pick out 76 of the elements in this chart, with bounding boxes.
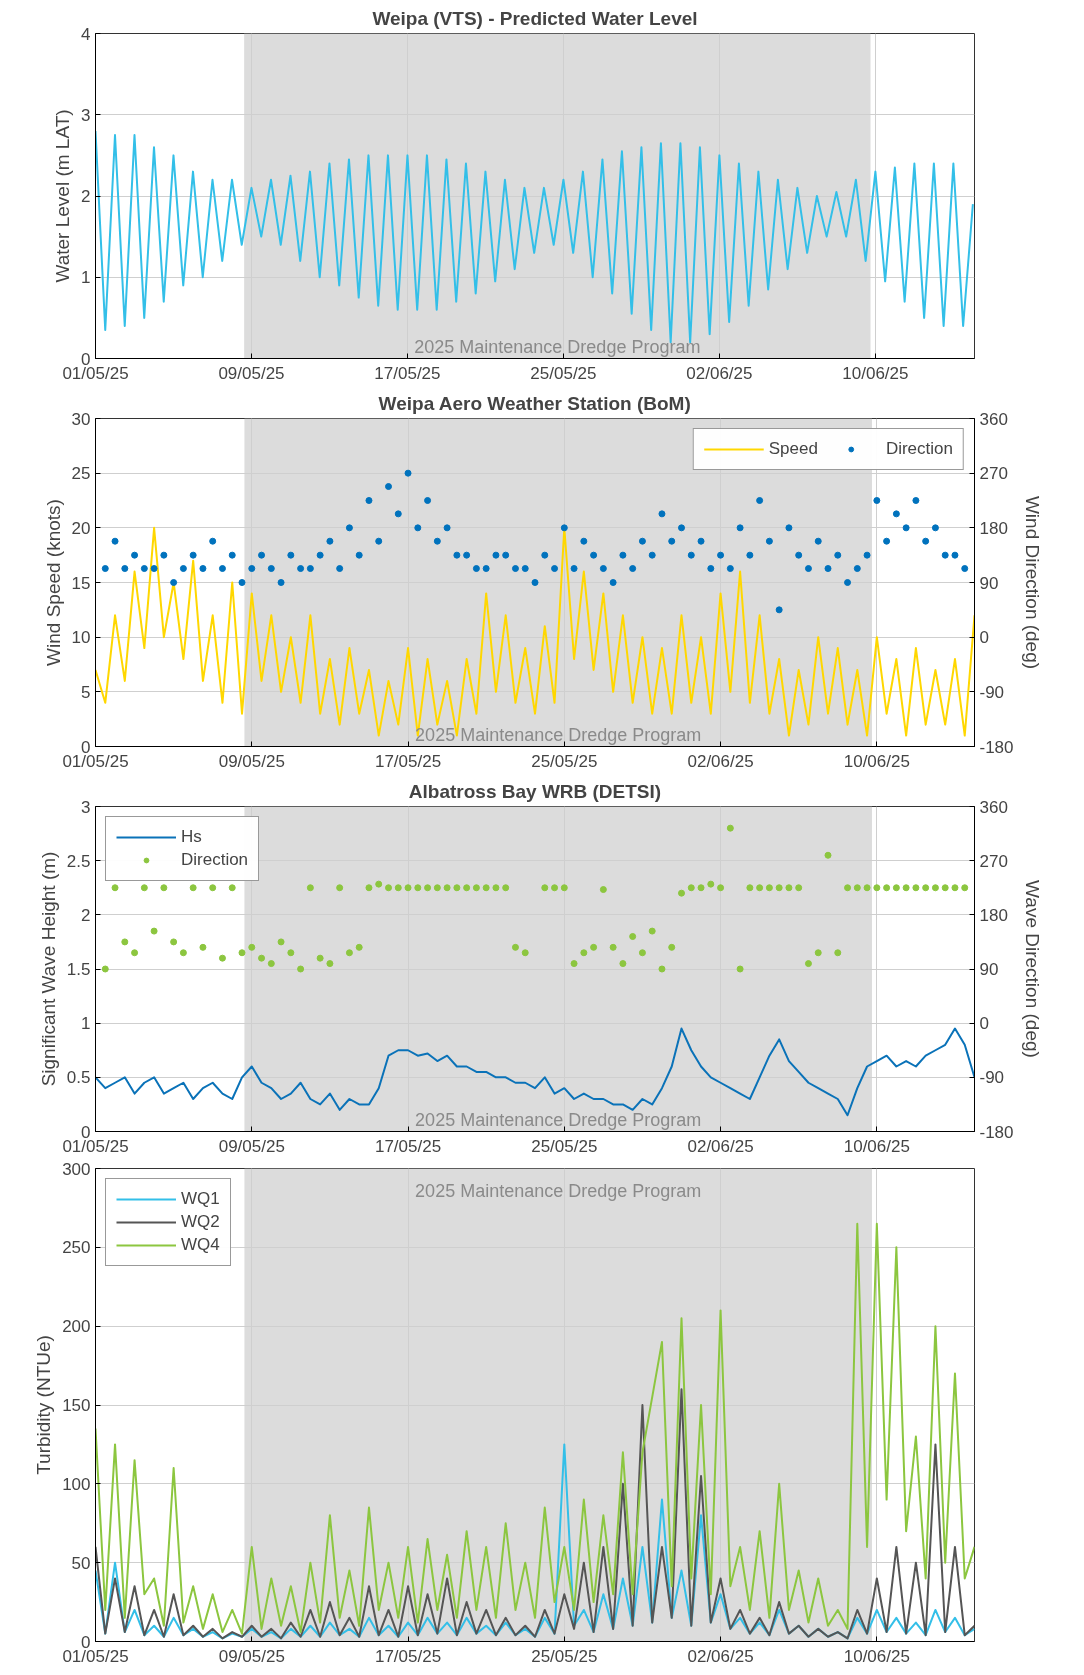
chart-title: Albatross Bay WRB (DETSI) bbox=[408, 780, 662, 802]
x-tick-label: 25/05/25 bbox=[531, 751, 598, 771]
y2-tick-label: 90 bbox=[979, 573, 999, 593]
y2-tick-label: -180 bbox=[979, 737, 1014, 757]
y2-tick-label: 180 bbox=[979, 905, 1008, 925]
legend-label: WQ4 bbox=[181, 1235, 220, 1255]
y-tick-label: 1.5 bbox=[66, 960, 91, 979]
y-tick-label: 0.5 bbox=[66, 1068, 91, 1088]
y-axis-title: Significant Wave Height (m) bbox=[37, 851, 59, 1087]
x-tick-label: 02/06/25 bbox=[687, 1646, 754, 1666]
y2-axis-title: Wind Direction (deg) bbox=[1021, 495, 1043, 670]
y-tick-label: 2 bbox=[81, 905, 91, 925]
y-tick-label: 4 bbox=[81, 24, 91, 44]
x-tick-label: 25/05/25 bbox=[530, 363, 597, 383]
y2-tick-label: 360 bbox=[979, 409, 1008, 429]
legend-label: Speed bbox=[768, 439, 818, 459]
x-tick-label: 17/05/25 bbox=[374, 363, 441, 383]
y2-axis-title: Wave Direction (deg) bbox=[1021, 880, 1043, 1058]
x-tick-label: 09/05/25 bbox=[218, 751, 285, 771]
y2-tick-label: 0 bbox=[979, 628, 989, 648]
y-tick-label: 15 bbox=[71, 573, 91, 593]
y-tick-label: 25 bbox=[71, 464, 91, 484]
x-tick-label: 02/06/25 bbox=[687, 1136, 754, 1156]
x-tick-label: 02/06/25 bbox=[686, 363, 753, 383]
x-tick-label: 09/05/25 bbox=[218, 1136, 285, 1156]
y-tick-label: 20 bbox=[71, 518, 91, 538]
x-tick-label: 25/05/25 bbox=[531, 1136, 598, 1156]
y-tick-label: 2.5 bbox=[66, 851, 91, 871]
y-tick-label: 10 bbox=[71, 628, 91, 648]
y-axis-title: Wind Speed (knots) bbox=[42, 499, 64, 666]
chart-title: Weipa Aero Weather Station (BoM) bbox=[378, 392, 691, 414]
y-tick-label: 50 bbox=[71, 1553, 91, 1573]
y-tick-label: 1 bbox=[81, 1014, 91, 1034]
y2-tick-label: 0 bbox=[979, 1014, 989, 1034]
x-tick-label: 10/06/25 bbox=[843, 1136, 910, 1156]
x-tick-label: 10/06/25 bbox=[842, 363, 909, 383]
band-label: 2025 Maintenance Dredge Program bbox=[415, 1180, 702, 1201]
x-tick-label: 02/06/25 bbox=[687, 751, 754, 771]
y-tick-label: 1 bbox=[81, 268, 91, 288]
y-tick-label: 3 bbox=[81, 797, 91, 817]
y-tick-label: 5 bbox=[81, 682, 91, 702]
x-tick-label: 10/06/25 bbox=[843, 751, 910, 771]
x-tick-label: 17/05/25 bbox=[374, 751, 442, 771]
x-tick-label: 17/05/25 bbox=[374, 1136, 442, 1156]
band-label: 2025 Maintenance Dredge Program bbox=[415, 1109, 702, 1130]
band-label: 2025 Maintenance Dredge Program bbox=[414, 336, 701, 357]
legend-label: WQ2 bbox=[181, 1212, 220, 1232]
band-label: 2025 Maintenance Dredge Program bbox=[415, 724, 702, 745]
y-tick-label: 250 bbox=[62, 1238, 91, 1258]
y2-tick-label: -90 bbox=[979, 682, 1005, 702]
y2-tick-label: 180 bbox=[979, 518, 1008, 538]
y2-tick-label: 270 bbox=[979, 464, 1008, 484]
x-tick-label: 17/05/25 bbox=[374, 1646, 442, 1666]
y2-tick-label: -90 bbox=[979, 1068, 1005, 1088]
legend-label: Hs bbox=[181, 827, 202, 847]
y2-tick-label: 90 bbox=[979, 960, 999, 979]
chart-title: Weipa (VTS) - Predicted Water Level bbox=[372, 7, 698, 29]
legend-label: Direction bbox=[885, 439, 953, 459]
y2-tick-label: 360 bbox=[979, 797, 1008, 817]
x-tick-label: 09/05/25 bbox=[218, 1646, 285, 1666]
y-axis-title: Turbidity (NTUe) bbox=[33, 1335, 55, 1475]
y-tick-label: 200 bbox=[62, 1317, 91, 1337]
x-tick-label: 25/05/25 bbox=[531, 1646, 598, 1666]
y2-tick-label: -180 bbox=[979, 1122, 1014, 1142]
y-axis-title: Water Level (m LAT) bbox=[52, 109, 74, 283]
y-tick-label: 300 bbox=[62, 1159, 91, 1179]
legend-label: Direction bbox=[181, 850, 249, 870]
y-tick-label: 150 bbox=[62, 1396, 91, 1415]
x-tick-label: 10/06/25 bbox=[843, 1646, 910, 1666]
y2-tick-label: 270 bbox=[979, 851, 1008, 871]
y-tick-label: 2 bbox=[81, 187, 91, 206]
y-tick-label: 30 bbox=[71, 409, 91, 429]
x-tick-label: 09/05/25 bbox=[218, 363, 285, 383]
y-tick-label: 3 bbox=[81, 105, 91, 125]
legend-label: WQ1 bbox=[181, 1189, 220, 1209]
y-tick-label: 100 bbox=[62, 1474, 91, 1494]
